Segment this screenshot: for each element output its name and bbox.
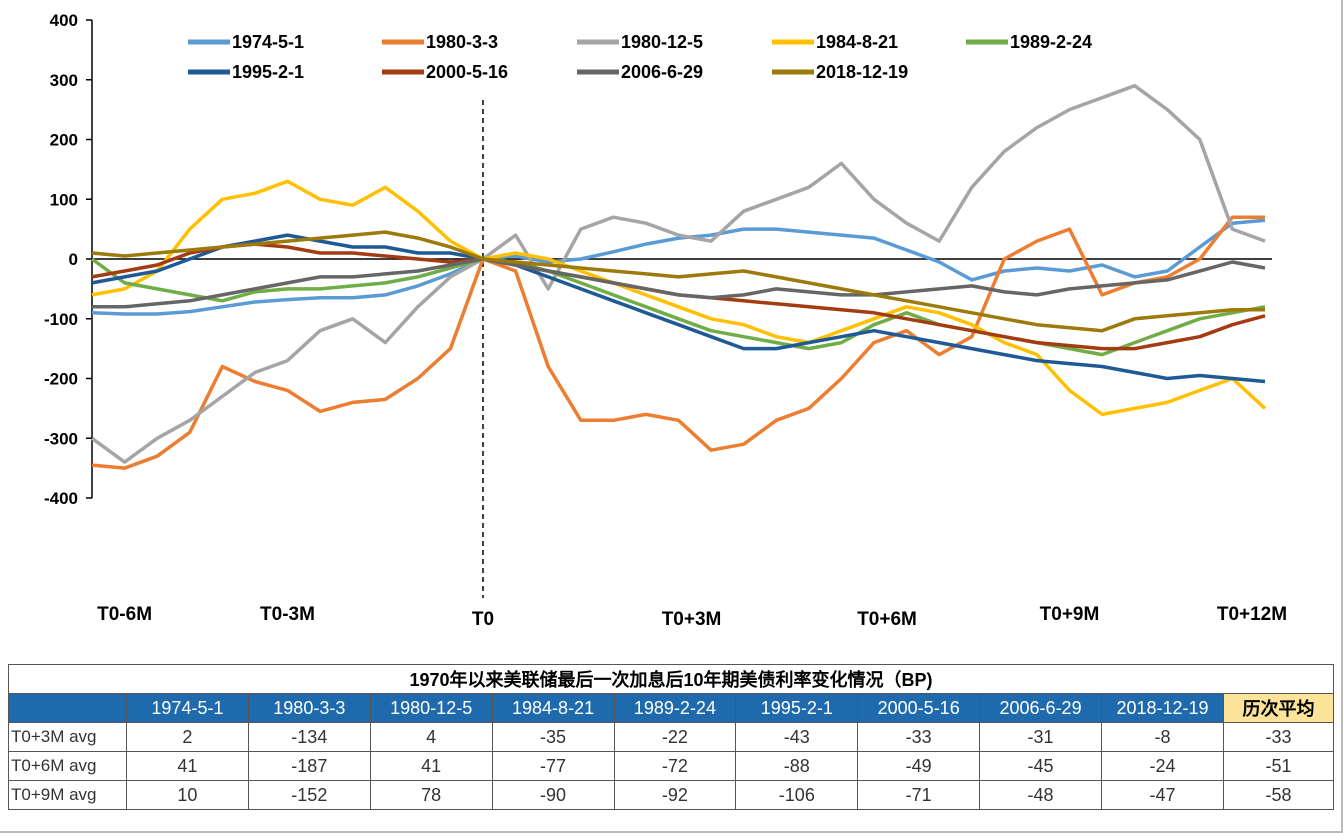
legend-label: 2006-6-29 — [621, 62, 703, 82]
table-column-header: 1984-8-21 — [491, 693, 615, 723]
y-tick-label: -100 — [44, 310, 78, 329]
table-cell: -92 — [613, 780, 737, 810]
legend-label: 1989-2-24 — [1010, 32, 1092, 52]
table-column-header: 1974-5-1 — [126, 693, 249, 723]
series-line-1980-3-3 — [91, 215, 1265, 470]
table-column-header: 1980-12-5 — [369, 693, 493, 723]
table-cell: -22 — [613, 722, 737, 752]
x-tick-label: T0+9M — [1040, 604, 1100, 625]
table-cell: -47 — [1101, 780, 1224, 810]
table-cell: 4 — [369, 722, 493, 752]
x-axis: T0-6M T0-3M T0 T0+3M T0+6M T0+9M T0+12M — [92, 100, 1287, 630]
table-cell: -77 — [491, 751, 615, 781]
table-cell: -49 — [857, 751, 981, 781]
x-tick-label: T0-3M — [260, 604, 315, 625]
table-cell: -90 — [491, 780, 615, 810]
y-tick-label: 200 — [50, 131, 78, 150]
table-row: T0+9M avg 10 -152 78 -90 -92 -106 -71 -48 -47 -58 — [8, 780, 1335, 810]
table-cell: -72 — [613, 751, 737, 781]
row-label: T0+3M avg — [8, 722, 127, 752]
row-label: T0+6M avg — [8, 751, 127, 781]
table-cell: -24 — [1101, 751, 1224, 781]
x-tick-label: T0+3M — [662, 609, 722, 630]
line-chart: 400 300 200 100 0 -100 -200 -300 -400 T0-6M T0-3M… — [44, 11, 1287, 630]
table-cell: 2 — [126, 722, 249, 752]
table-cell: 41 — [369, 751, 493, 781]
y-tick-label: -300 — [44, 429, 78, 448]
series-lines — [90, 83, 1267, 470]
series-line-2006-6-29 — [92, 257, 1266, 309]
series-line-1995-2-1 — [91, 233, 1266, 384]
table-row: T0+3M avg 2 -134 4 -35 -22 -43 -33 -31 -8 -33 — [8, 722, 1335, 752]
table-cell: -88 — [735, 751, 859, 781]
header-corner — [8, 693, 127, 723]
table-cell: -71 — [857, 780, 981, 810]
y-tick-label: 0 — [69, 250, 78, 269]
table-column-header: 1995-2-1 — [735, 693, 859, 723]
table-average-cell: -51 — [1222, 751, 1335, 781]
y-axis: 400 300 200 100 0 -100 -200 -300 -400 — [44, 11, 93, 508]
table-average-cell: -33 — [1222, 722, 1335, 752]
table-column-header: 1989-2-24 — [613, 693, 737, 723]
y-tick-label: 400 — [50, 11, 78, 30]
series-line-1974-5-1 — [91, 218, 1266, 316]
table-cell: -33 — [857, 722, 981, 752]
y-tick-label: -200 — [44, 370, 78, 389]
y-tick-label: -400 — [44, 489, 78, 508]
series-line-2018-12-19 — [91, 230, 1265, 333]
x-tick-label: T0+6M — [857, 609, 917, 630]
legend-label: 1980-12-5 — [621, 32, 703, 52]
summary-table: 1970年以来美联储最后一次加息后10年期美债利率变化情况（BP) 1974-5… — [8, 664, 1335, 810]
table-cell: -134 — [247, 722, 371, 752]
table-cell: -48 — [979, 780, 1102, 810]
x-tick-label: T0+12M — [1217, 604, 1287, 625]
legend-label: 1995-2-1 — [232, 62, 304, 82]
table-cell: -35 — [491, 722, 615, 752]
series-line-1980-12-5 — [90, 83, 1266, 464]
table-column-header: 2018-12-19 — [1101, 693, 1224, 723]
table-column-header: 1980-3-3 — [247, 693, 371, 723]
x-tick-label: T0 — [472, 609, 494, 630]
y-tick-label: 100 — [50, 190, 78, 209]
table-column-header: 2006-6-29 — [979, 693, 1102, 723]
table-cell: -31 — [979, 722, 1102, 752]
table-cell: -187 — [247, 751, 371, 781]
table-cell: -43 — [735, 722, 859, 752]
x-tick-label: T0-6M — [97, 604, 152, 625]
series-line-1989-2-24 — [90, 257, 1266, 357]
table-column-header: 2000-5-16 — [857, 693, 981, 723]
table-cell: -8 — [1101, 722, 1224, 752]
table-cell: 41 — [126, 751, 249, 781]
y-tick-label: 300 — [50, 71, 78, 90]
table-cell: -45 — [979, 751, 1102, 781]
table-cell: -106 — [735, 780, 859, 810]
table-row: T0+6M avg 41 -187 41 -77 -72 -88 -49 -45 -24 -51 — [8, 751, 1335, 781]
legend: 1974-5-1 1980-3-3 1980-12-5 1984-8-21 1989-2… — [188, 32, 1092, 82]
legend-label: 2000-5-16 — [426, 62, 508, 82]
legend-label: 1984-8-21 — [816, 32, 898, 52]
table-cell: 10 — [126, 780, 249, 810]
row-label: T0+9M avg — [8, 780, 127, 810]
table-header-row: 1974-5-1 1980-3-3 1980-12-5 1984-8-21 1989-2… — [8, 693, 1335, 723]
table-average-header: 历次平均 — [1222, 693, 1335, 723]
series-line-1984-8-21 — [91, 179, 1267, 417]
legend-label: 1980-3-3 — [426, 32, 498, 52]
legend-label: 1974-5-1 — [232, 32, 304, 52]
legend-label: 2018-12-19 — [816, 62, 908, 82]
table-average-cell: -58 — [1222, 780, 1335, 810]
table-cell: -152 — [247, 780, 371, 810]
table-cell: 78 — [369, 780, 493, 810]
table-title: 1970年以来美联储最后一次加息后10年期美债利率变化情况（BP) — [8, 664, 1334, 694]
